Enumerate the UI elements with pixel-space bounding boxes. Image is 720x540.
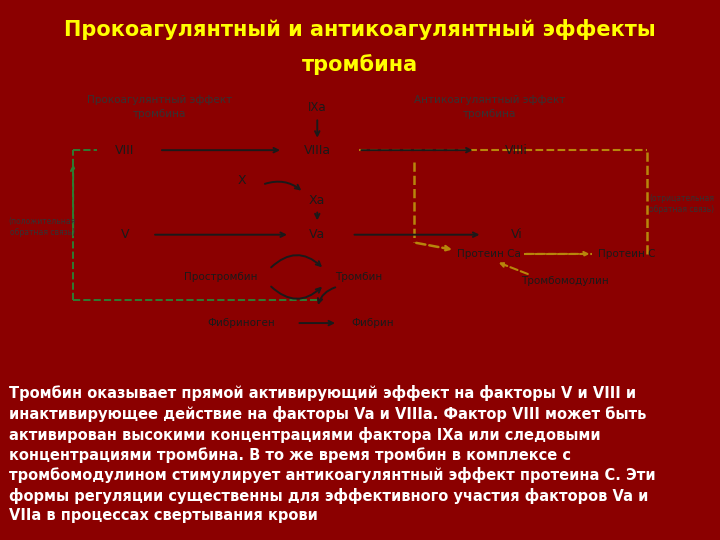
Text: Протеин Са: Протеин Са: [457, 249, 521, 259]
Text: тромбина: тромбина: [462, 109, 516, 119]
Text: тромбина: тромбина: [132, 109, 186, 119]
Text: Фибриноген: Фибриноген: [208, 318, 276, 328]
Text: Прокоагулянтный эффект: Прокоагулянтный эффект: [86, 95, 232, 105]
Text: Xа: Xа: [309, 194, 325, 207]
Text: X: X: [238, 174, 246, 187]
Text: тромбина: тромбина: [302, 53, 418, 75]
Text: Антикоагулянтный эффект: Антикоагулянтный эффект: [413, 95, 564, 105]
Text: Фибрин: Фибрин: [351, 318, 394, 328]
Text: VIIIi: VIIIi: [505, 144, 528, 157]
Text: Тромбин оказывает прямой активирующий эффект на факторы V и VIII и
инактивирующе: Тромбин оказывает прямой активирующий эф…: [9, 386, 656, 523]
Text: (отрицательная
обратная связь): (отрицательная обратная связь): [649, 194, 714, 214]
Text: V: V: [120, 228, 129, 241]
Text: Прокоагулянтный и антикоагулянтный эффекты: Прокоагулянтный и антикоагулянтный эффек…: [64, 19, 656, 40]
Text: VIIIа: VIIIа: [304, 144, 330, 157]
Text: Vi: Vi: [510, 228, 523, 241]
Text: Vа: Vа: [309, 228, 325, 241]
Text: (положительная
обратная связь): (положительная обратная связь): [9, 217, 76, 237]
Text: VIII: VIII: [115, 144, 135, 157]
Text: IXа: IXа: [308, 102, 327, 114]
Text: Тромбин: Тромбин: [335, 272, 382, 282]
Text: Протеин С: Протеин С: [598, 249, 655, 259]
Text: Простромбин: Простромбин: [184, 272, 258, 282]
Text: Тромбомодулин: Тромбомодулин: [521, 276, 608, 286]
